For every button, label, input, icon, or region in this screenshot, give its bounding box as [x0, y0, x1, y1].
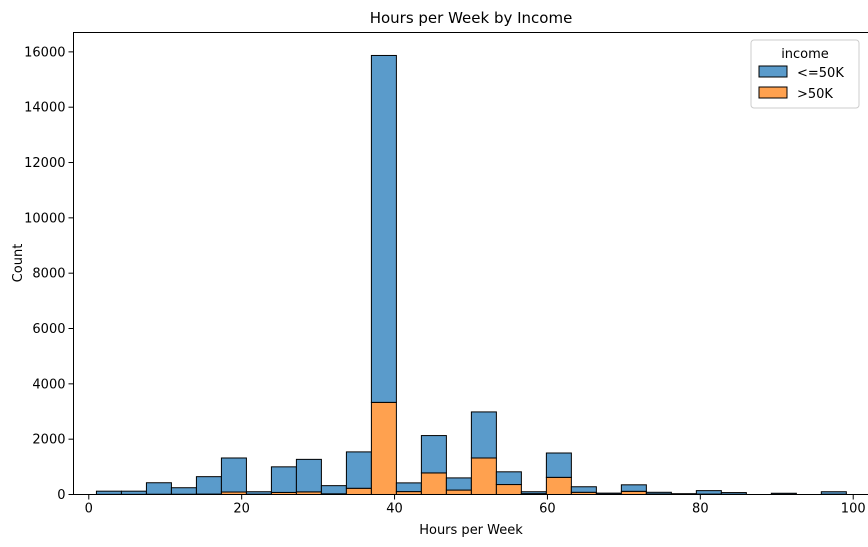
bar-le50k	[345, 451, 372, 489]
y-tick-label: 4000	[32, 377, 65, 392]
bar-gt50k	[470, 457, 497, 495]
y-tick-label: 14000	[24, 101, 65, 116]
bar-le50k	[820, 491, 847, 495]
y-tick-label: 2000	[32, 433, 65, 448]
legend-swatch-le50k	[758, 65, 788, 78]
bar-le50k	[370, 54, 397, 403]
bar-le50k	[145, 482, 172, 495]
bar-gt50k	[370, 401, 397, 495]
y-axis-ticks: 0 2000 4000 6000 8000 10000 12000 14000 16000	[24, 45, 74, 503]
y-tick-label: 16000	[24, 45, 65, 60]
x-tick-label: 20	[233, 502, 250, 517]
bar-gt50k	[420, 472, 447, 496]
bar-le50k	[470, 411, 497, 459]
y-tick-label: 8000	[32, 267, 65, 282]
chart-title: Hours per Week by Income	[370, 9, 573, 27]
bar-le50k	[195, 476, 222, 495]
x-tick-label: 80	[692, 502, 709, 517]
bar-le50k	[570, 486, 597, 493]
bar-le50k	[120, 490, 147, 495]
legend-label-gt50k: >50K	[797, 87, 833, 102]
x-tick-label: 60	[539, 502, 556, 517]
x-tick-label: 0	[85, 502, 93, 517]
x-tick-label: 40	[386, 502, 403, 517]
plot-frame	[73, 32, 868, 495]
bar-le50k	[395, 482, 422, 493]
bar-gt50k	[495, 484, 522, 495]
legend-swatch-gt50k	[758, 86, 788, 99]
bar-le50k	[420, 435, 447, 474]
bar-le50k	[445, 477, 472, 491]
bar-le50k	[170, 487, 197, 495]
legend: income <=50K >50K	[750, 39, 860, 109]
bar-le50k	[545, 452, 572, 478]
bars-layer	[95, 54, 847, 496]
bar-le50k	[620, 484, 647, 492]
legend-label-le50k: <=50K	[797, 66, 844, 81]
bar-le50k	[495, 471, 522, 486]
bar-le50k	[720, 492, 747, 495]
y-axis-title: Count	[11, 244, 26, 283]
x-axis-title: Hours per Week	[419, 523, 523, 538]
bar-le50k	[295, 458, 322, 493]
bar-le50k	[695, 490, 722, 495]
bar-gt50k	[345, 487, 372, 496]
bar-le50k	[95, 490, 122, 495]
legend-title: income	[781, 47, 829, 62]
y-tick-label: 0	[57, 488, 65, 503]
bar-le50k	[245, 491, 272, 495]
bar-le50k	[520, 491, 547, 495]
bar-gt50k	[545, 476, 572, 495]
y-tick-label: 12000	[24, 156, 65, 171]
bar-le50k	[645, 491, 672, 495]
bar-le50k	[270, 466, 297, 493]
bar-le50k	[220, 457, 247, 493]
y-tick-label: 6000	[32, 322, 65, 337]
y-tick-label: 10000	[24, 211, 65, 226]
x-tick-label: 100	[841, 502, 866, 517]
x-axis-ticks: 0 20 40 60 80 100	[85, 494, 866, 517]
bar-le50k	[320, 485, 347, 495]
bar-gt50k	[445, 489, 472, 495]
